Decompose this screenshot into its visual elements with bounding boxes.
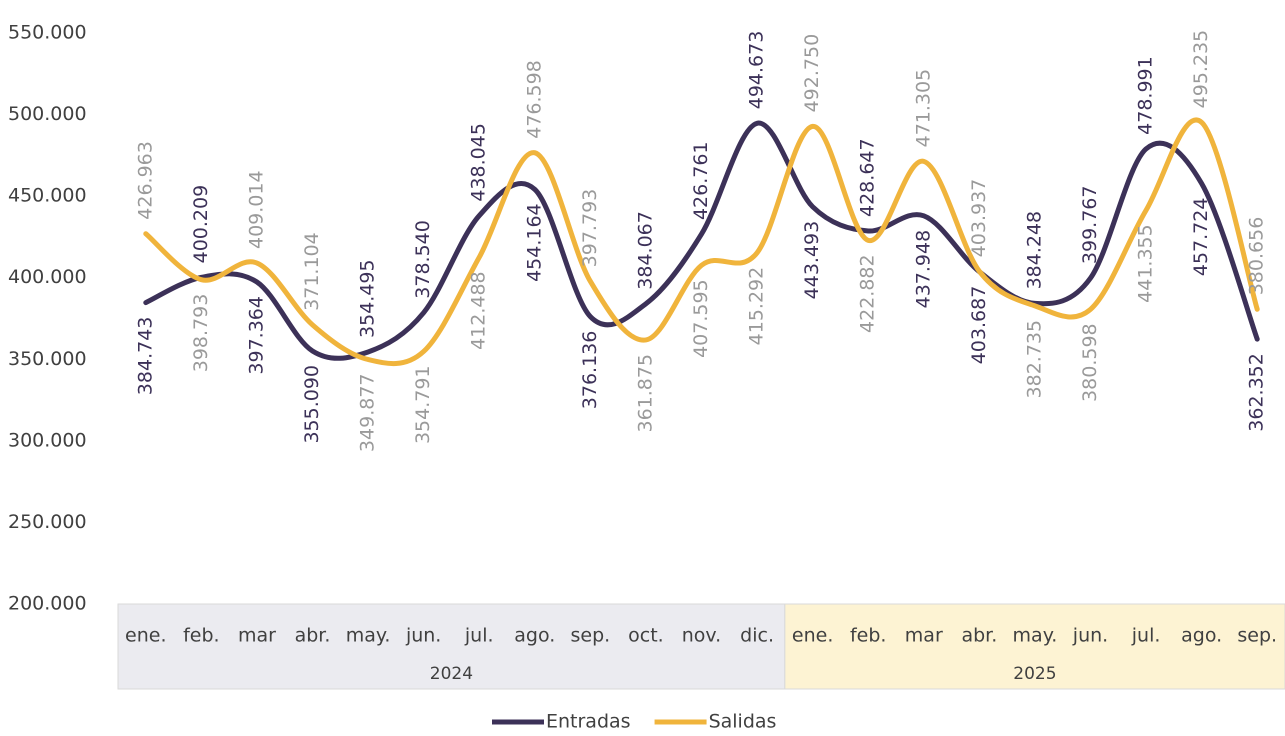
data-label: 454.164 bbox=[523, 203, 545, 282]
data-label: 422.882 bbox=[857, 254, 879, 333]
x-tick-label: feb. bbox=[850, 625, 886, 647]
data-label: 412.488 bbox=[468, 271, 490, 350]
x-tick-label: jun. bbox=[405, 625, 441, 647]
data-label: 399.767 bbox=[1079, 186, 1101, 265]
data-label: 354.791 bbox=[412, 365, 434, 444]
data-label: 376.136 bbox=[579, 331, 601, 410]
data-label: 380.656 bbox=[1246, 217, 1268, 296]
category-group-band bbox=[784, 603, 1285, 690]
data-label: 495.235 bbox=[1190, 30, 1212, 109]
data-label: 494.673 bbox=[746, 31, 768, 110]
data-label: 438.045 bbox=[468, 123, 490, 202]
data-label: 349.877 bbox=[357, 373, 379, 452]
x-tick-label: mar bbox=[905, 625, 943, 647]
x-tick-label: jun. bbox=[1072, 625, 1108, 647]
data-label: 407.595 bbox=[690, 279, 712, 358]
group-label: 2025 bbox=[1013, 664, 1056, 684]
x-tick-label: nov. bbox=[682, 625, 721, 647]
data-label: 371.104 bbox=[301, 232, 323, 311]
series-line bbox=[143, 117, 1260, 367]
x-tick-label: ene. bbox=[125, 625, 166, 647]
x-tick-label: ago. bbox=[1181, 625, 1222, 647]
data-label: 398.793 bbox=[190, 294, 212, 373]
data-label: 409.014 bbox=[245, 170, 267, 249]
data-label: 380.598 bbox=[1079, 323, 1101, 402]
data-label: 355.090 bbox=[301, 365, 323, 444]
x-tick-label: jul. bbox=[1131, 625, 1161, 647]
data-label: 382.735 bbox=[1023, 320, 1045, 399]
data-label: 437.948 bbox=[912, 230, 934, 309]
data-label: 478.991 bbox=[1135, 56, 1157, 135]
data-label: 397.364 bbox=[245, 296, 267, 375]
x-tick-label: may. bbox=[1013, 625, 1058, 647]
legend-label: Entradas bbox=[546, 711, 631, 733]
data-label: 426.963 bbox=[134, 141, 156, 220]
x-tick-label: oct. bbox=[628, 625, 664, 647]
data-label: 384.067 bbox=[634, 211, 656, 290]
legend-label: Salidas bbox=[709, 711, 777, 733]
data-label: 384.743 bbox=[134, 317, 156, 396]
data-label: 441.355 bbox=[1135, 224, 1157, 303]
data-label: 384.248 bbox=[1023, 211, 1045, 290]
data-label: 397.793 bbox=[579, 189, 601, 268]
x-tick-label: sep. bbox=[1237, 625, 1277, 647]
y-tick-label: 350.000 bbox=[8, 348, 87, 370]
data-label: 361.875 bbox=[634, 354, 656, 433]
data-label: 415.292 bbox=[746, 267, 768, 346]
data-label: 443.493 bbox=[801, 221, 823, 300]
x-tick-label: mar bbox=[238, 625, 276, 647]
x-tick-label: ene. bbox=[792, 625, 833, 647]
data-label: 471.305 bbox=[912, 69, 934, 148]
data-label: 354.495 bbox=[357, 259, 379, 338]
series-line bbox=[143, 120, 1260, 361]
x-tick-label: jul. bbox=[464, 625, 494, 647]
x-tick-label: ago. bbox=[514, 625, 555, 647]
x-tick-label: dic. bbox=[740, 625, 774, 647]
y-tick-label: 200.000 bbox=[8, 593, 87, 615]
category-group-band bbox=[117, 603, 786, 690]
data-label: 426.761 bbox=[690, 141, 712, 220]
data-label: 492.750 bbox=[801, 34, 823, 113]
group-label: 2024 bbox=[430, 664, 473, 684]
data-label: 476.598 bbox=[523, 60, 545, 139]
y-tick-label: 550.000 bbox=[8, 22, 87, 44]
data-label: 400.209 bbox=[190, 185, 212, 264]
x-tick-label: may. bbox=[346, 625, 391, 647]
data-label: 428.647 bbox=[857, 138, 879, 217]
y-tick-label: 300.000 bbox=[8, 429, 87, 451]
y-tick-label: 500.000 bbox=[8, 103, 87, 125]
data-label: 403.937 bbox=[968, 179, 990, 258]
x-tick-label: abr. bbox=[295, 625, 331, 647]
x-tick-label: sep. bbox=[571, 625, 611, 647]
x-tick-label: feb. bbox=[183, 625, 219, 647]
data-label: 457.724 bbox=[1190, 198, 1212, 277]
data-label: 403.687 bbox=[968, 286, 990, 365]
y-tick-label: 250.000 bbox=[8, 511, 87, 533]
data-label: 378.540 bbox=[412, 220, 434, 299]
y-tick-label: 450.000 bbox=[8, 185, 87, 207]
x-tick-label: abr. bbox=[961, 625, 997, 647]
data-label: 362.352 bbox=[1246, 353, 1268, 432]
y-tick-label: 400.000 bbox=[8, 266, 87, 288]
